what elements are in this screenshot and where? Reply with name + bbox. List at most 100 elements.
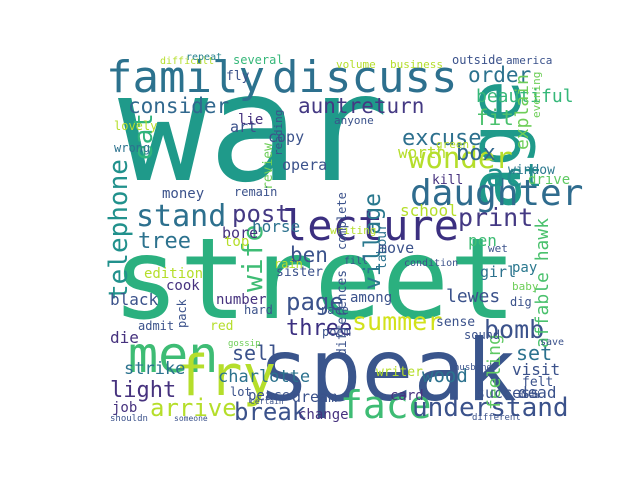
word-dead: dead <box>518 383 557 402</box>
word-lewes: lewes <box>446 286 500 307</box>
word-several: several <box>233 53 284 67</box>
word-repeat: repeat <box>186 52 222 63</box>
word-face: face <box>340 383 432 427</box>
word-top: top <box>224 234 249 250</box>
word-ben: ben <box>290 243 328 267</box>
word-wonder: wonder <box>408 141 513 175</box>
word-kill: kill <box>432 173 463 188</box>
word-eat: eat <box>129 113 159 160</box>
word-race: race <box>320 303 349 317</box>
word-understand: understand <box>412 393 569 423</box>
word-light: light <box>110 378 176 403</box>
word-admit: admit <box>138 319 174 333</box>
word-sense: sense <box>436 315 475 330</box>
word-lot: lot <box>230 385 252 399</box>
word-cook: cook <box>166 278 200 294</box>
word-poem: poem <box>322 325 351 339</box>
word-family: family <box>106 52 265 103</box>
word-sound: sound <box>464 328 500 342</box>
word-pay: pay <box>512 260 537 276</box>
word-job: job <box>112 400 137 416</box>
word-review: review <box>261 143 276 190</box>
word-move: move <box>378 239 414 257</box>
word-gossip: gossip <box>228 339 261 349</box>
word-page: page <box>286 288 344 316</box>
word-wrong: wrong <box>114 141 150 155</box>
word-pen: pen <box>468 231 497 250</box>
word-fly: fly <box>226 69 250 84</box>
word-act: act <box>486 158 542 194</box>
word-consider: consider <box>128 94 229 118</box>
word-lie: lie <box>238 112 263 128</box>
word-summer: summer <box>352 307 442 336</box>
word-order: order <box>468 63 531 87</box>
word-business: business <box>390 58 443 71</box>
word-number: number <box>216 292 267 308</box>
word-differences: differences <box>335 270 350 356</box>
word-fry: fry <box>175 344 276 409</box>
word-peace: peace <box>248 388 290 404</box>
word-among: among <box>350 290 392 306</box>
word-labour: labour <box>375 223 390 270</box>
word-discuss: discuss <box>272 52 457 103</box>
word-auntreturn: auntreturn <box>298 94 424 118</box>
word-baby: baby <box>512 280 539 293</box>
word-telephone: telephone <box>104 159 134 300</box>
word-affable-hawk: affable hawk <box>532 218 553 348</box>
word-success: success <box>476 384 539 402</box>
word-die: die <box>110 328 139 347</box>
word-condition: condition <box>404 258 458 269</box>
word-bore: bore <box>222 224 258 242</box>
word-speak: speak <box>258 321 517 421</box>
word-anyone: anyone <box>334 114 374 127</box>
word-break: break <box>234 398 307 426</box>
word-drive: drive <box>528 172 570 188</box>
word-different: different <box>472 413 521 423</box>
word-girl: girl <box>480 263 516 281</box>
word-reading: reading <box>272 110 285 156</box>
word-arrive: arrive <box>150 394 237 422</box>
word-pack: pack <box>175 298 189 328</box>
word-three: three <box>286 316 352 341</box>
word-remain: remain <box>234 185 277 199</box>
word-art: art <box>230 118 257 136</box>
word-window: window <box>508 163 555 178</box>
word-writing: writing <box>330 224 376 237</box>
word-rain: rain <box>274 257 303 271</box>
word-post: post <box>232 200 290 228</box>
word-wet: wet <box>488 242 508 255</box>
word-shouldn: shouldn <box>110 414 148 424</box>
word-writer: writer <box>376 365 423 380</box>
word-sister: sister <box>276 265 323 280</box>
word-lovely: lovely <box>114 119 157 133</box>
word-felt: felt <box>522 375 553 390</box>
word-green: green <box>436 138 469 151</box>
word-volume: volume <box>336 58 376 71</box>
word-daughter: daughter <box>410 173 583 214</box>
word-someone: someone <box>174 414 208 423</box>
word-dream: dream <box>292 388 337 406</box>
word-feeling: feeling <box>484 334 505 410</box>
word-opera: opera <box>282 156 327 174</box>
word-school: school <box>400 201 458 220</box>
word-complete: complete <box>335 192 349 250</box>
word-wood: wood <box>422 365 468 387</box>
word-set: set <box>516 341 552 365</box>
word-difficult: difficult <box>160 56 214 67</box>
word-dig: dig <box>510 295 532 309</box>
word-bomb: bomb <box>484 315 544 344</box>
word-charlotte: charlotte <box>218 367 310 387</box>
word-outside: outside <box>452 53 503 67</box>
word-save: save <box>540 337 564 348</box>
word-dead: dead <box>518 391 540 401</box>
word-evening: evening <box>530 72 543 118</box>
word-beautiful: beautiful <box>476 86 574 107</box>
word-edition: edition <box>144 266 203 282</box>
word-visit: visit <box>512 360 560 379</box>
word-explain: explain <box>512 74 533 150</box>
word-village: village <box>360 193 386 290</box>
word-lecture: lecture <box>282 201 459 250</box>
word-fit: fit <box>476 106 514 130</box>
word-horse: horse <box>252 217 300 236</box>
